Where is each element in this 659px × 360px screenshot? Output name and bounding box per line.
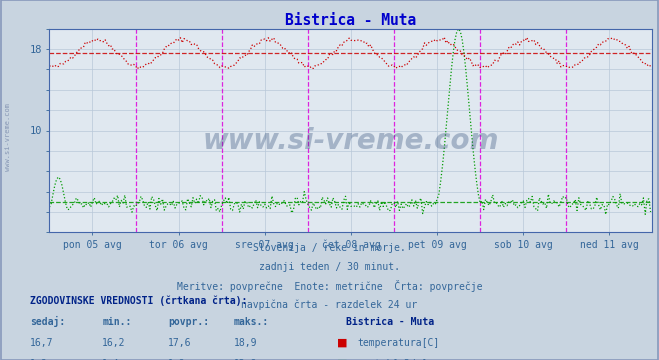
Text: temperatura[C]: temperatura[C] bbox=[357, 338, 440, 348]
Text: maks.:: maks.: bbox=[234, 317, 269, 327]
Text: 12,9: 12,9 bbox=[234, 359, 258, 360]
Title: Bistrica - Muta: Bistrica - Muta bbox=[285, 13, 416, 28]
Text: Slovenija / reke in morje.: Slovenija / reke in morje. bbox=[253, 243, 406, 253]
Text: povpr.:: povpr.: bbox=[168, 317, 209, 327]
Text: navpična črta - razdelek 24 ur: navpična črta - razdelek 24 ur bbox=[241, 299, 418, 310]
Text: min.:: min.: bbox=[102, 317, 132, 327]
Text: www.si-vreme.com: www.si-vreme.com bbox=[5, 103, 11, 171]
Text: 1,9: 1,9 bbox=[168, 359, 186, 360]
Text: ■: ■ bbox=[337, 359, 348, 360]
Text: 16,2: 16,2 bbox=[102, 338, 126, 348]
Text: ■: ■ bbox=[337, 338, 348, 348]
Text: 1,8: 1,8 bbox=[30, 359, 47, 360]
Text: 1,4: 1,4 bbox=[102, 359, 120, 360]
Text: www.si-vreme.com: www.si-vreme.com bbox=[203, 127, 499, 155]
Text: 18,9: 18,9 bbox=[234, 338, 258, 348]
Text: 16,7: 16,7 bbox=[30, 338, 53, 348]
Text: pretok[m3/s]: pretok[m3/s] bbox=[357, 359, 428, 360]
Text: sedaj:: sedaj: bbox=[30, 316, 65, 327]
Text: Bistrica - Muta: Bistrica - Muta bbox=[346, 317, 434, 327]
Text: ZGODOVINSKE VREDNOSTI (črtkana črta):: ZGODOVINSKE VREDNOSTI (črtkana črta): bbox=[30, 296, 247, 306]
Text: Meritve: povprečne  Enote: metrične  Črta: povprečje: Meritve: povprečne Enote: metrične Črta:… bbox=[177, 280, 482, 292]
Text: 17,6: 17,6 bbox=[168, 338, 192, 348]
Text: zadnji teden / 30 minut.: zadnji teden / 30 minut. bbox=[259, 262, 400, 272]
